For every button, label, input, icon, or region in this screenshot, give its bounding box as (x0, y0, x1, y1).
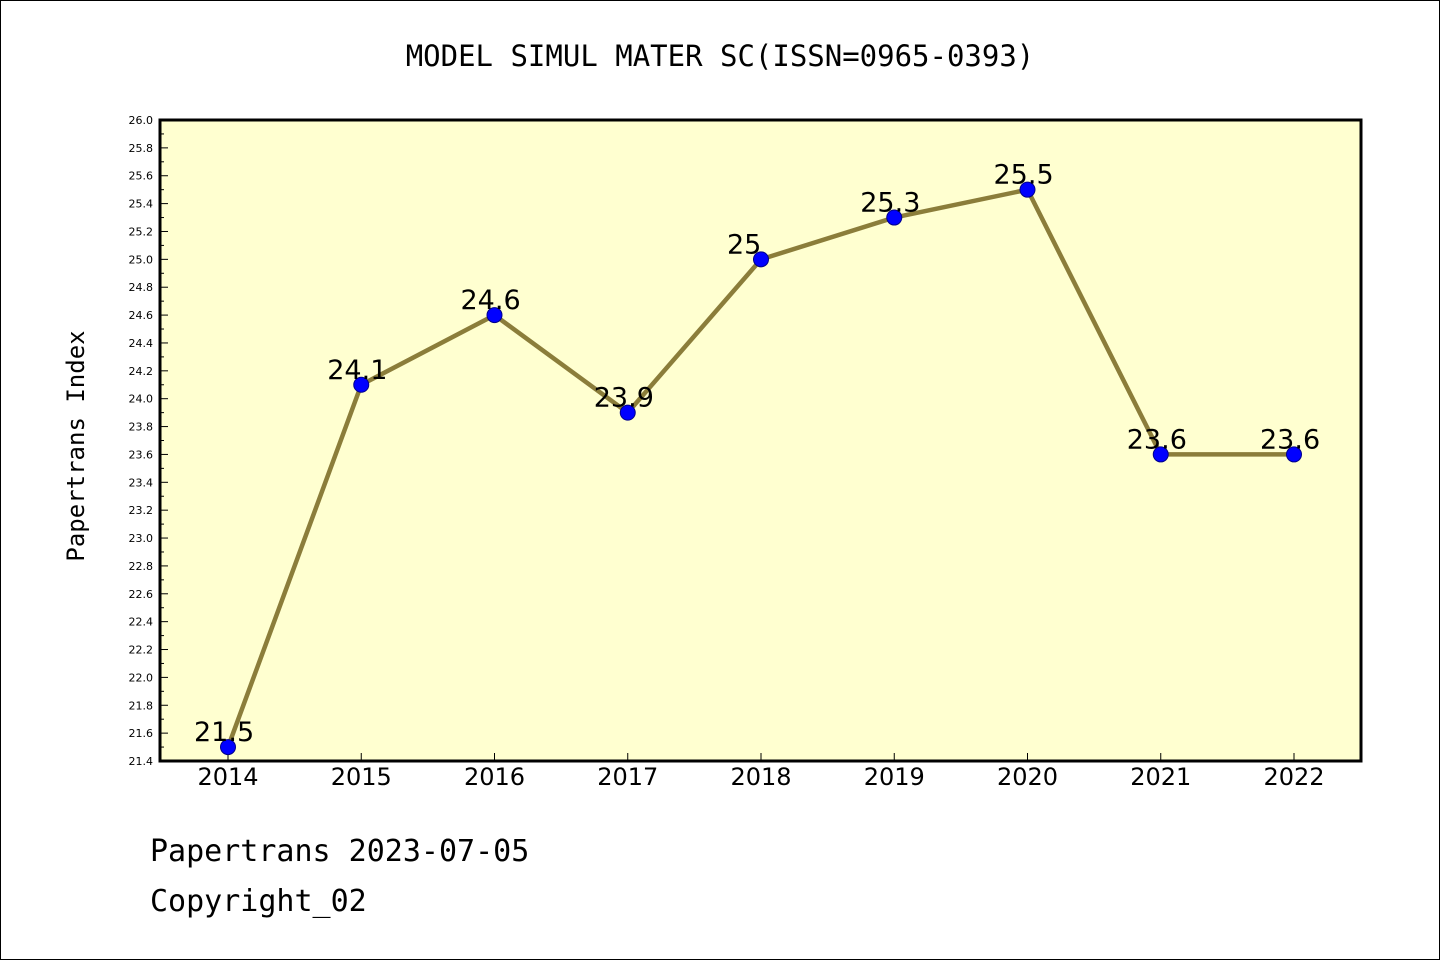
data-point-label: 25.5 (994, 160, 1054, 191)
y-tick-label: 24.2 (129, 365, 154, 378)
y-tick-label: 24.8 (129, 281, 154, 294)
y-tick-label: 21.8 (129, 699, 154, 712)
data-point-label: 21.5 (194, 717, 254, 748)
y-tick-label: 23.4 (129, 476, 154, 489)
data-point-label: 23.9 (594, 383, 654, 414)
x-tick-label: 2016 (464, 763, 525, 791)
y-tick-label: 23.0 (129, 532, 154, 545)
data-point (486, 307, 503, 324)
y-tick-label: 23.6 (129, 448, 154, 461)
y-tick-label: 25.0 (129, 253, 154, 266)
data-point (1019, 181, 1036, 198)
series-markers (220, 181, 1302, 756)
data-point (619, 404, 636, 421)
x-tick-label: 2014 (197, 763, 258, 791)
data-point-label: 25.3 (860, 188, 920, 219)
y-tick-label: 25.8 (129, 142, 154, 155)
y-tick-label: 21.6 (129, 727, 154, 740)
y-tick-label: 23.8 (129, 421, 154, 434)
point-labels: 21.5 24.1 24.6 23.9 25 25.3 25.5 23.6 23.6 (194, 160, 1320, 748)
y-tick-label: 24.4 (129, 337, 154, 350)
y-tick-label: 26.0 (129, 114, 154, 127)
chart-title: MODEL SIMUL MATER SC(ISSN=0965-0393) (406, 39, 1035, 73)
x-tick-label: 2020 (997, 763, 1058, 791)
y-tick-label: 25.6 (129, 170, 154, 183)
x-tick-label: 2018 (730, 763, 791, 791)
data-point-label: 24.1 (327, 355, 387, 386)
y-tick-label: 22.4 (129, 616, 154, 629)
y-tick-label: 24.0 (129, 393, 154, 406)
y-axis-label: Papertrans Index (62, 330, 90, 561)
plot-area (158, 118, 1363, 763)
data-point-label: 24.6 (461, 285, 521, 316)
y-tick-label: 23.2 (129, 504, 154, 517)
y-tick-label: 21.4 (129, 755, 154, 768)
data-point (220, 739, 236, 756)
data-point-label: 23.6 (1127, 424, 1187, 455)
y-tick-label: 22.6 (129, 588, 154, 601)
data-point-label: 25 (727, 229, 761, 260)
data-point (353, 376, 370, 393)
data-point (753, 251, 769, 268)
x-tick-label: 2019 (864, 763, 925, 791)
y-axis-ticks: 21.4 21.6 21.8 22.0 22.2 22.4 22.6 22.8 23.0 23.2… (129, 114, 168, 768)
x-tick-label: 2021 (1130, 763, 1191, 791)
data-point (1152, 446, 1169, 463)
data-point (886, 209, 903, 226)
footer-copyright-text: Copyright_02 (150, 884, 367, 919)
x-tick-label: 2022 (1263, 763, 1324, 791)
y-tick-label: 24.6 (129, 309, 154, 322)
x-tick-label: 2015 (331, 763, 392, 791)
y-tick-label: 25.4 (129, 198, 154, 211)
y-tick-label: 22.2 (129, 644, 154, 657)
data-point-label: 23.6 (1260, 424, 1320, 455)
data-point (1286, 446, 1302, 463)
footer-date-text: Papertrans 2023-07-05 (150, 834, 530, 869)
y-tick-label: 22.0 (129, 671, 154, 684)
y-tick-label: 22.8 (129, 560, 154, 573)
x-tick-label: 2017 (597, 763, 658, 791)
y-tick-label: 25.2 (129, 225, 154, 238)
x-axis-ticks: 2014 2015 2016 2017 2018 2019 2020 2021 2022 (197, 753, 1325, 791)
